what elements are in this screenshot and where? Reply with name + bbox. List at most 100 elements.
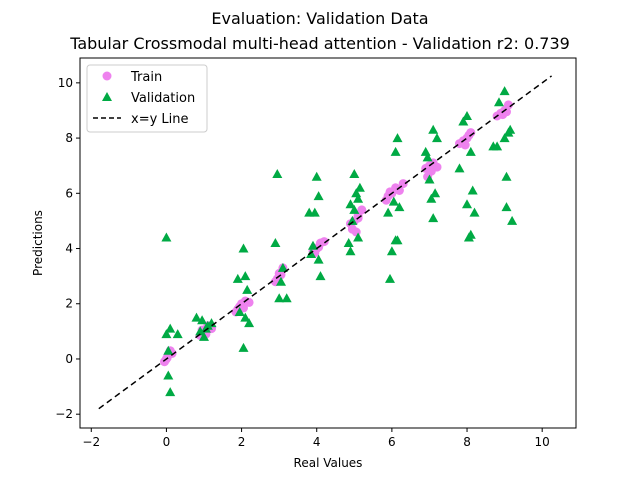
legend-train-label: Train [130, 70, 162, 85]
validation-point [163, 345, 174, 355]
validation-point [462, 199, 472, 209]
x-axis: −2 0 2 4 6 8 10 [82, 428, 550, 449]
train-point [460, 140, 470, 150]
validation-point [274, 293, 285, 303]
train-point [381, 195, 391, 205]
validation-point [499, 133, 510, 143]
legend-box [86, 64, 208, 133]
y-tick-label: 0 [65, 352, 73, 366]
plot-frame [79, 57, 577, 429]
validation-point [199, 331, 209, 341]
validation-point [200, 323, 211, 333]
validation-point [426, 193, 437, 203]
validation-point [420, 146, 431, 156]
y-axis-label: Predictions [31, 210, 45, 276]
validation-point [430, 188, 441, 198]
validation-point [390, 146, 401, 156]
validation-point [238, 342, 249, 352]
x-tick-label: 0 [163, 435, 171, 449]
train-point [394, 186, 404, 195]
validation-point [281, 293, 292, 303]
validation-point [392, 235, 403, 245]
y-tick-label: 10 [58, 76, 73, 90]
validation-point [462, 111, 472, 120]
validation-point [272, 169, 283, 178]
validation-point [501, 202, 512, 212]
validation-point [392, 133, 403, 143]
y-axis: −2 0 2 4 6 8 10 [55, 76, 80, 421]
validation-point [505, 124, 516, 134]
validation-point [499, 86, 510, 96]
validation-point [353, 232, 364, 242]
legend-xy-line-label: x=y Line [131, 112, 189, 127]
train-point [426, 166, 436, 176]
validation-point [161, 232, 172, 242]
x-tick-label: −2 [82, 435, 100, 449]
validation-point [308, 240, 318, 250]
x-tick-label: 10 [535, 435, 550, 449]
y-tick-label: −2 [55, 407, 73, 421]
validation-point [161, 329, 172, 339]
validation-point [494, 97, 504, 107]
validation-point [240, 312, 251, 322]
train-point [357, 205, 367, 215]
legend-validation-label: Validation [131, 91, 195, 106]
validation-point [232, 273, 243, 283]
xy-reference-line [98, 75, 553, 410]
validation-point [242, 284, 253, 294]
validation-point [432, 133, 442, 143]
x-tick-label: 4 [313, 435, 321, 449]
x-axis-label: Real Values [294, 456, 363, 470]
validation-point [469, 207, 480, 217]
y-tick-label: 8 [65, 131, 73, 145]
validation-point [465, 146, 476, 156]
x-tick-label: 6 [388, 435, 396, 449]
validation-point [465, 229, 476, 239]
validation-point [458, 116, 469, 126]
train-point [503, 100, 513, 110]
legend-validation-marker [102, 92, 112, 101]
validation-point [195, 326, 206, 336]
validation-point [347, 215, 358, 225]
validation-point [428, 213, 439, 223]
legend: Train Validation x=y Line [86, 64, 208, 133]
validation-point [311, 171, 322, 181]
train-point [319, 237, 329, 247]
validation-point [234, 307, 245, 316]
validation-point [467, 185, 478, 195]
validation-point [191, 312, 202, 322]
validation-point [345, 246, 356, 256]
validation-point [244, 318, 255, 328]
chart-title: Evaluation: Validation Data [211, 9, 428, 28]
validation-point [197, 315, 208, 325]
validation-point [165, 323, 176, 333]
validation-point [386, 246, 397, 256]
validation-point [163, 370, 174, 380]
legend-train-marker [102, 71, 112, 81]
validation-point [353, 193, 364, 203]
y-tick-label: 6 [65, 186, 73, 200]
y-tick-label: 2 [65, 297, 73, 311]
train-point [464, 130, 474, 140]
validation-point [383, 207, 394, 217]
x-tick-label: 2 [238, 435, 246, 449]
y-tick-label: 4 [65, 242, 73, 256]
validation-point [422, 152, 433, 162]
validation-point [276, 276, 286, 286]
validation-point [313, 191, 324, 201]
validation-point [394, 202, 405, 212]
validation-point [238, 243, 249, 253]
validation-point [345, 199, 356, 209]
chart-subtitle: Tabular Crossmodal multi-head attention … [69, 34, 570, 53]
validation-point [343, 238, 354, 247]
train-point [385, 187, 395, 197]
validation-point [270, 238, 281, 247]
validation-point [315, 271, 326, 281]
validation-point [385, 273, 395, 283]
validation-point [172, 329, 183, 339]
validation-point [428, 124, 439, 134]
validation-point [501, 171, 512, 181]
data-marks [98, 75, 553, 410]
x-tick-label: 8 [463, 435, 471, 449]
